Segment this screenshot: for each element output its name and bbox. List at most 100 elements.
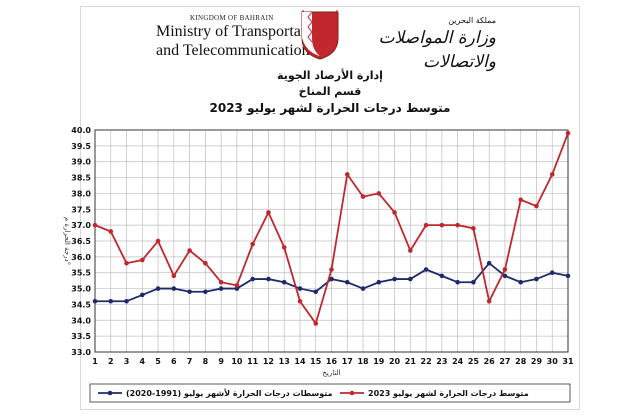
x-tick-label: 5 bbox=[155, 357, 161, 366]
data-point bbox=[218, 279, 224, 285]
data-point bbox=[266, 276, 271, 282]
x-tick-label: 4 bbox=[140, 357, 146, 366]
data-point bbox=[392, 276, 397, 282]
y-tick-label: 38.0 bbox=[71, 189, 91, 198]
data-point bbox=[549, 172, 555, 177]
data-point bbox=[439, 222, 445, 228]
data-point bbox=[124, 260, 129, 266]
plot-area-border bbox=[94, 129, 569, 353]
x-tick-label: 11 bbox=[247, 357, 259, 366]
legend-label: متوسطات درجات الحرارة لأشهر يوليو (1991-… bbox=[126, 388, 333, 398]
y-tick-label: 36.5 bbox=[71, 237, 91, 246]
x-tick-label: 31 bbox=[562, 357, 574, 366]
x-tick-label: 7 bbox=[187, 357, 193, 366]
x-tick-label: 27 bbox=[499, 357, 510, 366]
department-title: إدارة الأرصاد الجوية bbox=[277, 69, 383, 82]
chart-series bbox=[92, 130, 571, 326]
x-tick-label: 18 bbox=[357, 357, 369, 366]
data-point bbox=[471, 279, 476, 285]
data-point bbox=[281, 279, 287, 285]
data-point bbox=[92, 298, 98, 304]
data-point bbox=[171, 273, 177, 279]
ministry-line-2: and Telecommunications bbox=[156, 42, 316, 59]
y-tick-label: 34.5 bbox=[71, 300, 91, 309]
x-tick-label: 28 bbox=[515, 357, 527, 366]
data-point bbox=[408, 248, 413, 253]
y-tick-label: 33.5 bbox=[71, 332, 91, 341]
bahrain-emblem-icon bbox=[301, 10, 339, 60]
data-point bbox=[455, 222, 460, 228]
x-tick-label: 9 bbox=[218, 357, 224, 366]
data-point bbox=[281, 245, 287, 250]
x-tick-label: 21 bbox=[405, 357, 417, 366]
x-tick-label: 17 bbox=[342, 357, 353, 366]
x-tick-label: 13 bbox=[279, 357, 290, 366]
data-point bbox=[344, 279, 350, 285]
x-tick-label: 29 bbox=[531, 357, 543, 366]
y-tick-label: 33.0 bbox=[71, 348, 91, 357]
x-tick-label: 12 bbox=[263, 357, 274, 366]
data-point bbox=[187, 289, 192, 295]
y-axis-ticks: 33.0 33.5 34.0 34.5 35.0 35.5 36.0 36.5 37.0 37.5… bbox=[71, 126, 91, 357]
data-point bbox=[155, 238, 161, 244]
data-point bbox=[108, 298, 114, 304]
y-tick-label: 39.0 bbox=[71, 158, 91, 167]
data-point bbox=[234, 283, 240, 288]
x-tick-label: 15 bbox=[310, 357, 322, 366]
data-point bbox=[250, 241, 255, 247]
x-tick-label: 23 bbox=[436, 357, 447, 366]
x-tick-label: 19 bbox=[373, 357, 385, 366]
chart-title: متوسط درجات الحرارة لشهر يوليو 2023 bbox=[209, 101, 451, 115]
data-point bbox=[155, 286, 161, 291]
kingdom-label: KINGDOM OF BAHRAIN bbox=[190, 14, 274, 22]
data-point bbox=[187, 248, 192, 253]
ministry-header: KINGDOM OF BAHRAIN Ministry of Transport… bbox=[0, 0, 640, 72]
x-tick-label: 3 bbox=[124, 357, 130, 366]
data-point bbox=[344, 172, 350, 177]
ministry-name: Ministry of Transportation and Telecommu… bbox=[156, 22, 326, 60]
x-tick-label: 25 bbox=[468, 357, 480, 366]
data-point bbox=[297, 286, 303, 291]
y-tick-label: 38.5 bbox=[71, 174, 91, 183]
y-axis-label: درجة الحرارة م° bbox=[63, 217, 71, 265]
data-point bbox=[376, 279, 382, 285]
y-tick-label: 35.5 bbox=[71, 269, 91, 278]
arabic-ministry-logo: مملكة البحرين وزارة المواصلات والاتصالات bbox=[346, 16, 496, 72]
data-point bbox=[486, 298, 492, 304]
data-point bbox=[534, 276, 539, 282]
arabic-ministry-name: وزارة المواصلات والاتصالات bbox=[378, 28, 496, 72]
x-tick-label: 30 bbox=[547, 357, 559, 366]
x-axis-ticks: 1 2 3 4 5 6 7 8 9 10 11 12 13 14 15 16 17 18 19 20 21 22 23 24 2… bbox=[92, 357, 574, 366]
data-point bbox=[203, 260, 208, 266]
data-point bbox=[518, 279, 523, 285]
data-point bbox=[297, 298, 303, 304]
data-point bbox=[502, 267, 508, 272]
data-point bbox=[203, 289, 208, 295]
y-tick-label: 37.0 bbox=[71, 221, 91, 230]
data-point bbox=[408, 276, 413, 282]
data-point bbox=[266, 210, 271, 215]
arabic-kingdom-label: مملكة البحرين bbox=[448, 16, 496, 25]
y-tick-label: 35.0 bbox=[71, 285, 91, 294]
y-tick-label: 39.5 bbox=[71, 142, 91, 151]
data-point bbox=[502, 273, 508, 279]
y-tick-label: 37.5 bbox=[71, 205, 91, 214]
data-point bbox=[565, 130, 571, 136]
data-point bbox=[376, 191, 382, 196]
y-tick-label: 36.0 bbox=[71, 253, 91, 262]
x-tick-label: 6 bbox=[171, 357, 177, 366]
data-point bbox=[329, 267, 334, 272]
data-point bbox=[140, 257, 145, 263]
data-point bbox=[549, 270, 555, 276]
legend-marker bbox=[349, 390, 355, 396]
data-point bbox=[486, 260, 492, 266]
x-tick-label: 1 bbox=[92, 357, 98, 366]
data-point bbox=[92, 222, 98, 228]
x-axis-label: التاريخ bbox=[322, 369, 340, 377]
data-point bbox=[518, 197, 523, 203]
data-point bbox=[471, 226, 476, 231]
figure-frame bbox=[80, 6, 580, 410]
data-point bbox=[329, 276, 334, 282]
data-point bbox=[439, 273, 445, 279]
